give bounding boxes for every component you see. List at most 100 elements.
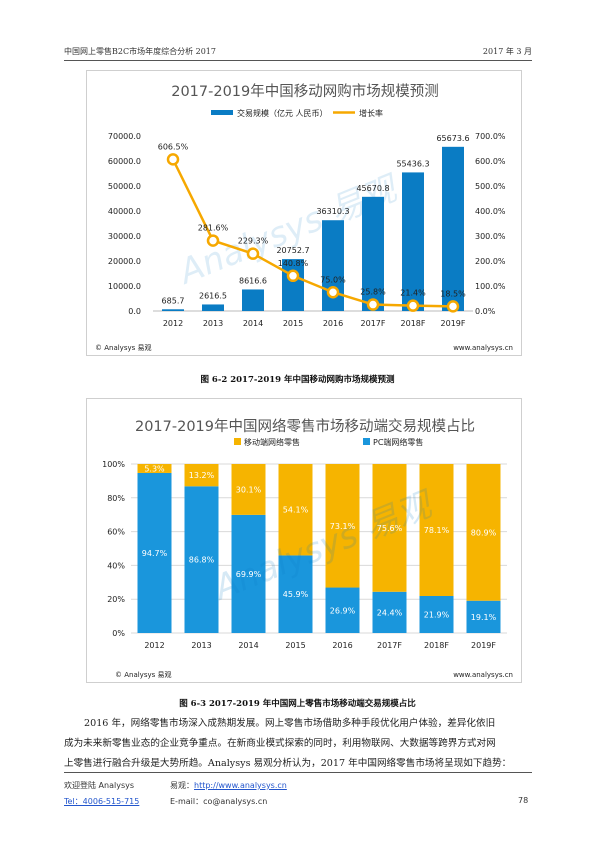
chart1-category-label: 2012 [163, 319, 183, 328]
chart2-bar-pc [466, 600, 501, 633]
footer-site: 易观：http://www.analysys.cn [170, 780, 287, 791]
chart2-bar-pc [325, 587, 360, 633]
chart2-bar-mobile [372, 464, 407, 592]
chart1-legend-line-label: 增长率 [359, 108, 383, 118]
chart2-bar-pc [137, 472, 172, 633]
chart2-bar-pc [231, 514, 266, 633]
chart2-legend-pc-label: PC端网络零售 [373, 437, 423, 447]
chart2-bar-mobile [278, 464, 313, 556]
chart1-growth-point [446, 300, 460, 313]
chart2-y-tick-label: 60% [107, 528, 125, 537]
chart1-category-label: 2017F [361, 319, 386, 328]
chart1-bar-label: 45670.8 [356, 184, 389, 193]
paragraph-line: 成为未来新零售业态的企业竞争重点。在新商业模式探索的同时，利用物联网、大数据等跨… [64, 738, 496, 749]
footer-email: E-mail：co@analysys.cn [170, 797, 268, 806]
chart1-growth-label: 140.8% [278, 259, 309, 268]
chart1-right-tick-label: 300.0% [475, 232, 506, 241]
chart1-left-tick-label: 50000.0 [108, 182, 141, 191]
chart1-growth-point [206, 234, 220, 247]
chart1-source: © Analysys 易观 [95, 344, 152, 352]
chart1-right-tick-label: 600.0% [475, 157, 506, 166]
chart1-category-label: 2013 [203, 319, 223, 328]
chart2-category-label: 2015 [285, 641, 305, 650]
chart2-category-label: 2018F [424, 641, 449, 650]
chart1-legend-bar-swatch [211, 110, 233, 115]
header-title: 中国网上零售B2C市场年度综合分析 2017 [64, 47, 216, 56]
chart1-growth-label: 18.5% [440, 289, 466, 298]
chart2-y-tick-label: 100% [102, 460, 125, 469]
chart1-growth-point [166, 153, 180, 166]
chart2-y-tick-label: 20% [107, 595, 125, 604]
chart2-pc-label: 94.7% [142, 549, 168, 558]
paragraph-line: 上零售进行融合升级是大势所趋。Analysys 易观分析认为，2017 年中国网… [64, 758, 512, 769]
chart1-growth-label: 229.3% [238, 237, 269, 246]
chart1-right-tick-label: 700.0% [475, 132, 506, 141]
chart2-mobile-label: 30.1% [236, 485, 262, 494]
chart1-left-tick-label: 10000.0 [108, 282, 141, 291]
chart1-bar-label: 55436.3 [396, 159, 429, 168]
chart1-category-label: 2016 [323, 319, 343, 328]
chart2-category-label: 2016 [332, 641, 352, 650]
chart1-left-tick-label: 0.0 [128, 307, 141, 316]
chart2-category-label: 2014 [238, 641, 258, 650]
chart1-right-tick-label: 500.0% [475, 182, 506, 191]
chart1-legend-bar-label: 交易规模（亿元 人民币） [237, 108, 328, 118]
chart2-mobile-label: 80.9% [471, 528, 497, 537]
chart1-right-tick-label: 100.0% [475, 282, 506, 291]
chart2-legend-mobile-label: 移动端网络零售 [244, 437, 300, 447]
chart1-category-label: 2014 [243, 319, 263, 328]
chart1-caption: 图 6-2 2017-2019 年中国移动网购市场规模预测 [200, 375, 395, 385]
chart2-source: © Analysys 易观 [115, 671, 172, 679]
chart1-growth-point [246, 247, 260, 260]
chart-mobile-share: 2017-2019年中国网络零售市场移动端交易规模占比 移动端网络零售 PC端网… [86, 398, 522, 683]
chart1-svg: 2017-2019年中国移动网购市场规模预测 交易规模（亿元 人民币） 增长率 … [95, 83, 513, 352]
chart2-bar-mobile [184, 464, 219, 487]
chart1-growth-point [366, 298, 380, 311]
chart2-bar-mobile [231, 464, 266, 515]
chart2-y-tick-label: 0% [112, 629, 125, 638]
chart1-growth-label: 75.0% [320, 275, 346, 284]
chart1-growth-label: 281.6% [198, 224, 229, 233]
chart-mobile-shopping-market-size: 2017-2019年中国移动网购市场规模预测 交易规模（亿元 人民币） 增长率 … [86, 70, 522, 356]
chart2-bar-mobile [325, 464, 360, 588]
footer-tel[interactable]: Tel：4006-515-715 [64, 796, 139, 807]
chart1-growth-point [326, 286, 340, 299]
chart1-url: www.analysys.cn [453, 344, 513, 352]
chart2-bar-pc [372, 591, 407, 633]
chart2-pc-label: 26.9% [330, 606, 356, 615]
chart1-bar [242, 289, 264, 311]
chart2-bar-mobile [137, 464, 172, 473]
chart2-bar-pc [419, 595, 454, 633]
chart1-title: 2017-2019年中国移动网购市场规模预测 [171, 83, 439, 100]
chart2-mobile-label: 54.1% [283, 506, 309, 515]
chart1-left-tick-label: 40000.0 [108, 207, 141, 216]
chart2-bar-pc [184, 486, 219, 633]
chart1-right-tick-label: 0.0% [475, 307, 496, 316]
chart1-bar-label: 20752.7 [276, 246, 309, 255]
chart2-mobile-label: 73.1% [330, 522, 356, 531]
chart2-mobile-label: 13.2% [189, 471, 215, 480]
chart2-category-label: 2017F [377, 641, 402, 650]
chart1-bar-label: 8616.6 [239, 276, 267, 285]
chart2-mobile-label: 78.1% [424, 526, 450, 535]
chart2-pc-label: 24.4% [377, 608, 403, 617]
footer-tel-link[interactable]: Tel：4006-515-715 [64, 797, 140, 806]
chart2-pc-label: 86.8% [189, 556, 215, 565]
header-date: 2017 年 3 月 [482, 47, 532, 56]
chart1-left-tick-label: 30000.0 [108, 232, 141, 241]
chart2-category-label: 2013 [191, 641, 211, 650]
footer-divider [64, 772, 532, 773]
chart1-bar [402, 172, 424, 311]
chart1-bar [442, 146, 464, 311]
chart2-title: 2017-2019年中国网络零售市场移动端交易规模占比 [135, 417, 475, 435]
chart2-mobile-label: 75.6% [377, 524, 403, 533]
chart2-pc-label: 19.1% [471, 613, 497, 622]
chart1-bar-label: 65673.6 [436, 134, 469, 143]
chart2-y-tick-label: 80% [107, 494, 125, 503]
chart2-y-tick-label: 40% [107, 561, 125, 570]
chart2-pc-label: 45.9% [283, 590, 309, 599]
footer-site-link[interactable]: http://www.analysys.cn [194, 781, 287, 790]
chart1-growth-label: 25.8% [360, 288, 386, 297]
chart2-legend-mobile-swatch [234, 438, 241, 445]
chart2-bar-mobile [419, 464, 454, 596]
